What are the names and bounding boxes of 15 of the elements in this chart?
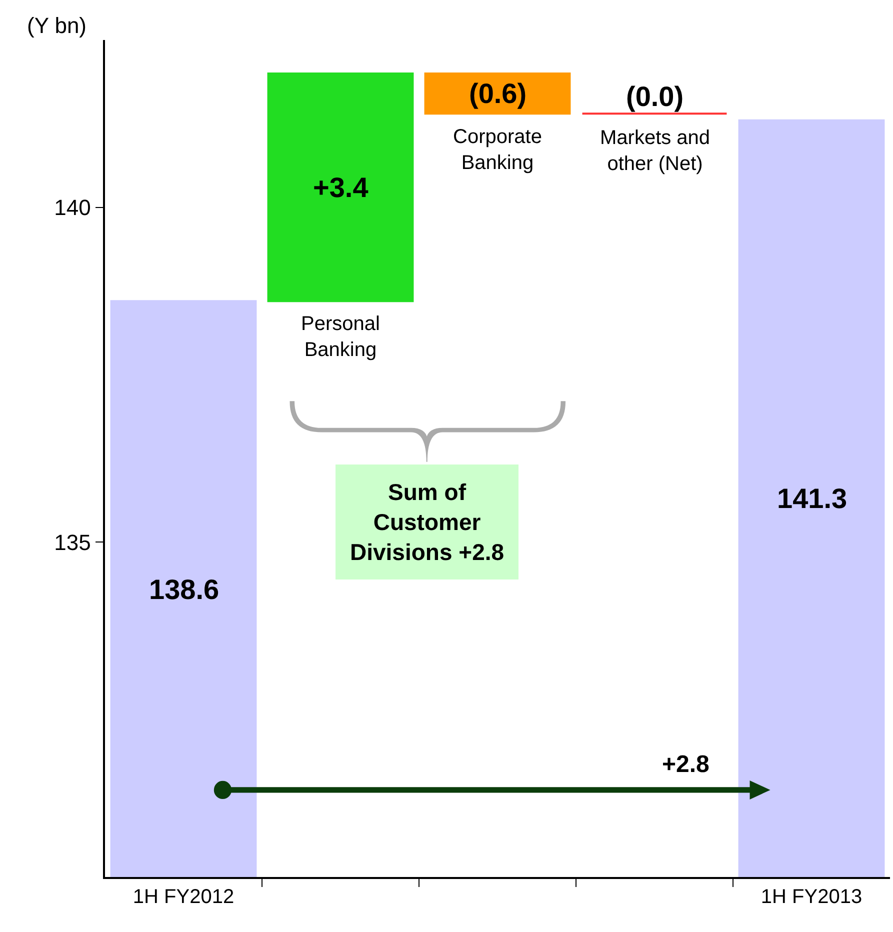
annotation: +2.8 (662, 751, 710, 778)
y-tick-label: 140 (54, 195, 91, 220)
data-label: (0.6) (469, 78, 527, 109)
data-label: 138.6 (149, 574, 220, 605)
annotation: Sum of Customer Divisions +2.8 (350, 479, 504, 565)
y-tick-label: 135 (54, 530, 91, 555)
annotation: Corporate Banking (453, 126, 542, 174)
data-label: +3.4 (313, 172, 369, 203)
x-tick-label: 1H FY2012 (132, 886, 234, 908)
y-axis-title: (Y bn) (27, 13, 87, 38)
data-label: 141.3 (777, 483, 848, 514)
annotation: Personal Banking (301, 313, 380, 361)
data-label: (0.0) (626, 81, 684, 112)
x-tick-label: 1H FY2013 (760, 886, 862, 908)
annotation: Markets and other (Net) (600, 127, 710, 175)
